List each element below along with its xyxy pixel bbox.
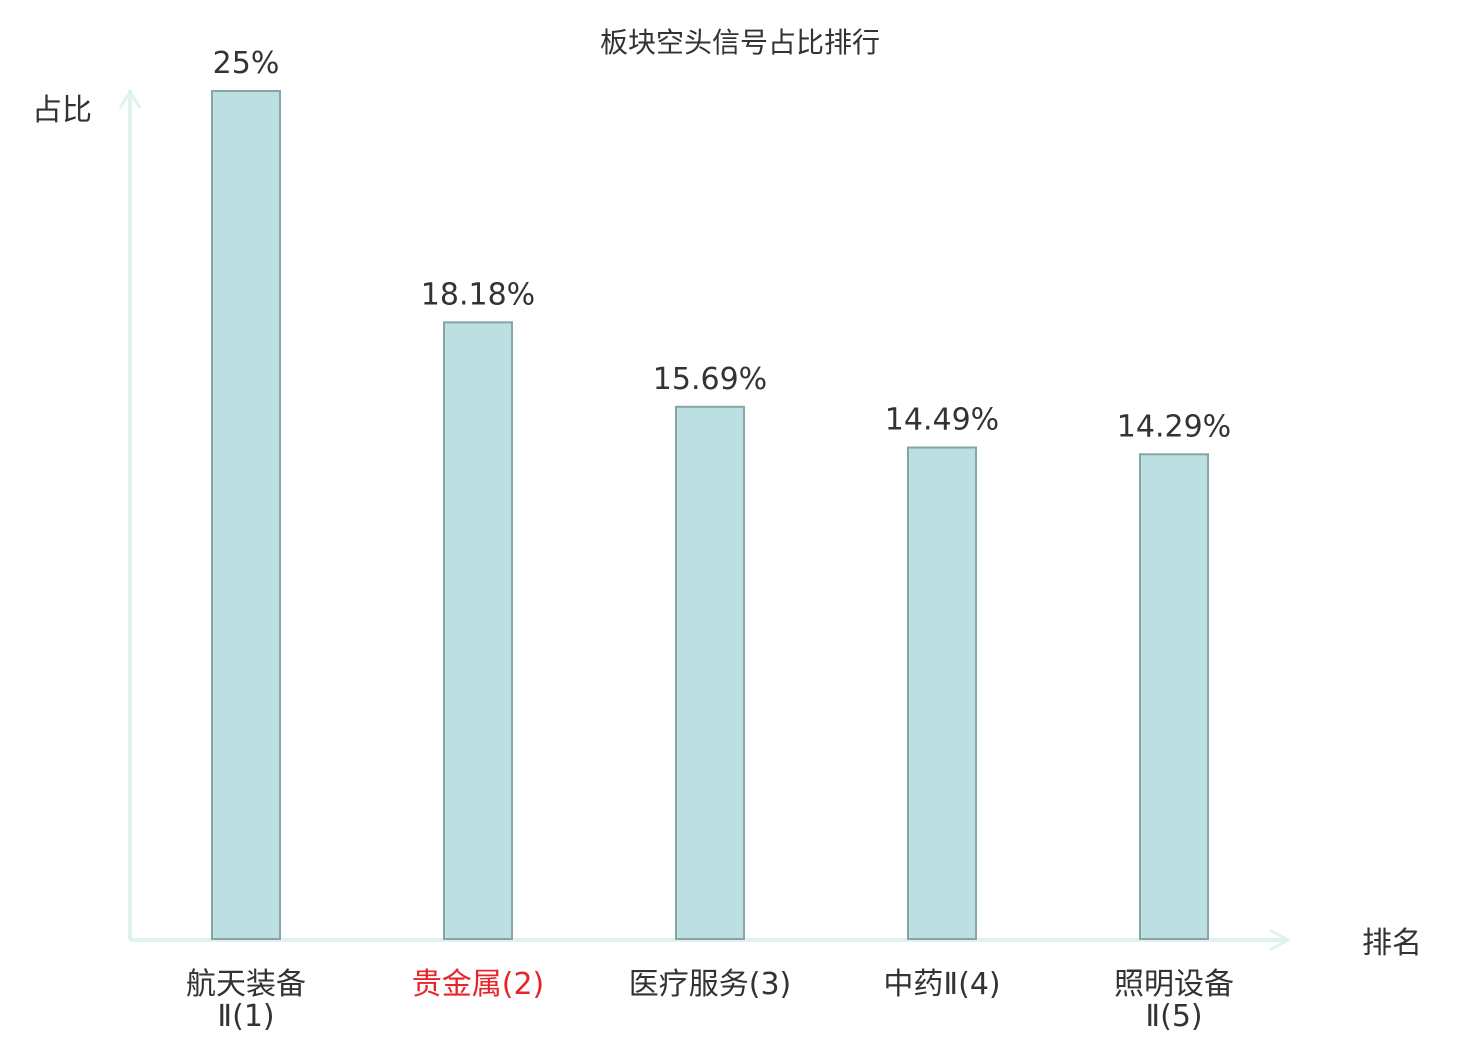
chart-title: 板块空头信号占比排行 — [600, 26, 880, 59]
bar-5 — [1139, 453, 1209, 940]
category-label-2: 贵金属(2) — [412, 967, 545, 1002]
x-axis-label: 排名 — [1362, 926, 1422, 961]
category-label-3: 医疗服务(3) — [629, 967, 792, 1002]
value-labels-group: 25% 18.18% 15.69% 14.49% 14.29% — [213, 46, 1232, 444]
value-label-2: 18.18% — [421, 277, 535, 312]
x-axis — [130, 928, 1292, 952]
x-axis-arrow-icon — [1269, 928, 1292, 952]
bar-1 — [211, 90, 281, 940]
y-axis — [118, 89, 142, 940]
value-label-5: 14.29% — [1117, 409, 1231, 444]
value-label-4: 14.49% — [885, 402, 999, 437]
bars-group — [211, 90, 1209, 940]
bar-4 — [907, 446, 977, 940]
bar-2 — [443, 321, 513, 940]
y-axis-label: 占比 — [32, 93, 92, 128]
category-label-5-line-2: Ⅱ(5) — [1145, 999, 1202, 1034]
category-label-1-line-2: Ⅱ(1) — [217, 999, 274, 1034]
category-label-5-line-1: 照明设备 — [1114, 967, 1234, 1002]
category-label-4: 中药Ⅱ(4) — [883, 967, 1000, 1002]
y-axis-arrow-icon — [118, 89, 142, 109]
value-label-1: 25% — [213, 46, 280, 81]
category-label-1-line-1: 航天装备 — [186, 967, 306, 1002]
value-label-3: 15.69% — [653, 362, 767, 397]
bar-3 — [675, 405, 745, 940]
